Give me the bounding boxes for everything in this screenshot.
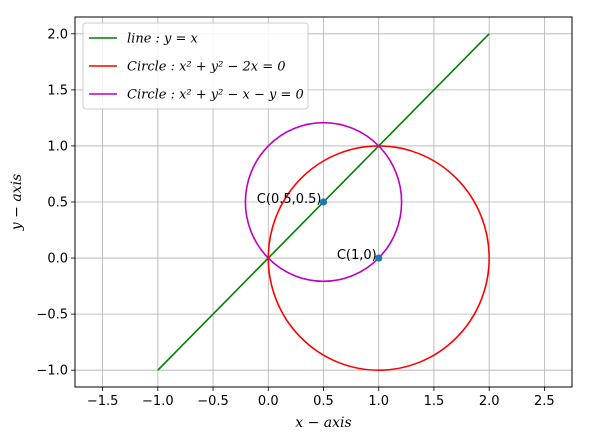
x-tick-label: −0.5 — [197, 394, 229, 409]
x-axis-label: x − axis — [295, 415, 351, 431]
legend-entry: line : y = x — [127, 32, 199, 47]
legend-entry: Circle : x² + y² − 2x = 0 — [127, 60, 286, 75]
y-tick-label: 1.5 — [47, 83, 68, 98]
point-label: C(1,0) — [337, 248, 377, 263]
x-tick-label: 1.0 — [368, 394, 389, 409]
x-tick-label: −1.0 — [142, 394, 174, 409]
x-tick-label: −1.5 — [87, 394, 119, 409]
legend-entry: Circle : x² + y² − x − y = 0 — [127, 88, 304, 103]
axis-ticks: −1.5 −1.0 −0.5 0.0 0.5 1.0 1.5 2.0 2.5 −1.0 −0.5 0.… — [36, 27, 554, 409]
center-point-c-05-05 — [319, 198, 328, 206]
y-tick-label: 0.0 — [47, 252, 68, 267]
x-tick-label: 0.0 — [258, 394, 279, 409]
y-tick-label: 2.0 — [47, 27, 68, 42]
x-tick-label: 1.5 — [424, 394, 445, 409]
y-tick-label: −1.0 — [36, 364, 68, 379]
center-point-c-1-0 — [375, 254, 383, 262]
center-points: C(0.5,0.5) C(1,0) — [257, 192, 383, 263]
y-tick-label: 0.5 — [47, 196, 68, 211]
legend-box — [82, 22, 309, 110]
point-label: C(0.5,0.5) — [257, 192, 322, 207]
x-tick-label: 0.5 — [313, 394, 334, 409]
y-axis-label: y − axis — [9, 174, 25, 231]
series-circle-magenta — [244, 121, 403, 283]
x-tick-label: 2.0 — [479, 394, 500, 409]
legend: line : y = x Circle : x² + y² − 2x = 0 Cir… — [82, 22, 309, 110]
y-tick-label: −0.5 — [36, 308, 68, 323]
y-tick-label: 1.0 — [47, 139, 68, 154]
x-tick-label: 2.5 — [534, 394, 555, 409]
